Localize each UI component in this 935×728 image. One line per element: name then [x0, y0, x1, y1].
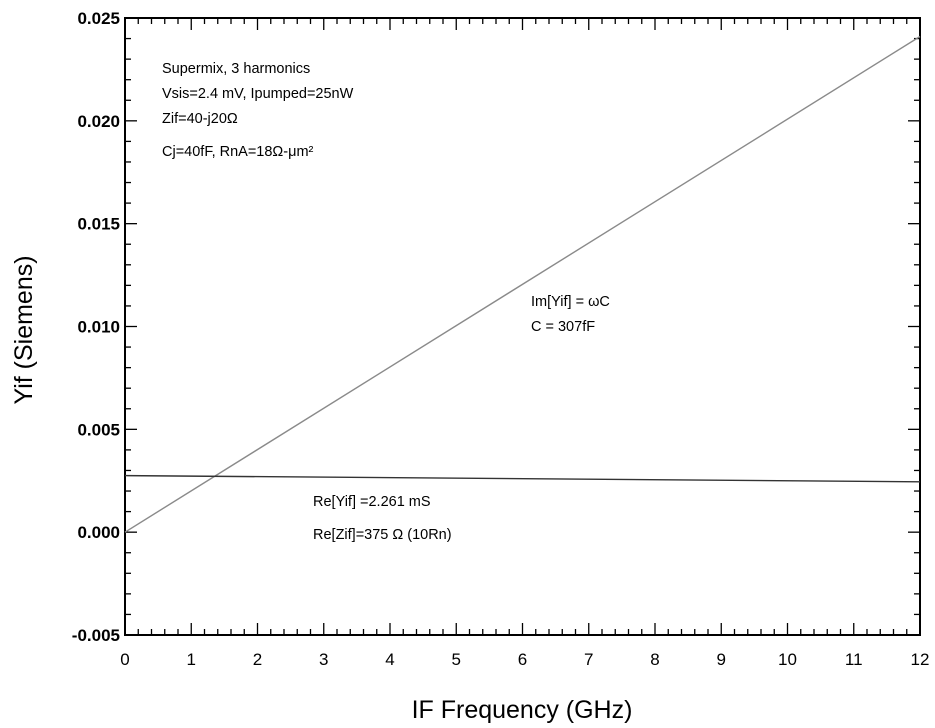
x-tick-label: 6 — [518, 650, 527, 669]
y-tick-label: 0.025 — [77, 9, 120, 28]
x-tick-label: 9 — [717, 650, 726, 669]
axis-tick-labels: 0 1 2 3 4 5 6 7 8 9 10 11 12-0.0050.0000.0050.0100.0… — [72, 9, 930, 669]
info-annotation: Supermix, 3 harmonics Vsis=2.4 mV, Ipump… — [162, 61, 354, 160]
x-tick-label: 7 — [584, 650, 593, 669]
info-line-1: Supermix, 3 harmonics — [162, 61, 310, 77]
x-tick-label: 12 — [911, 650, 930, 669]
x-tick-label: 2 — [253, 650, 262, 669]
axis-ticks — [124, 17, 921, 636]
info-line-4: Cj=40fF, RnA=18Ω-μm² — [162, 144, 314, 160]
im-annotation-line-2: C = 307fF — [531, 319, 595, 335]
y-tick-label: 0.020 — [77, 112, 120, 131]
y-axis-title: Yif (Siemens) — [10, 255, 38, 404]
info-line-2: Vsis=2.4 mV, Ipumped=25nW — [162, 86, 354, 102]
im-annotation-line-1: Im[Yif] = ωC — [531, 294, 610, 310]
x-tick-label: 1 — [187, 650, 196, 669]
y-tick-label: 0.010 — [77, 318, 120, 337]
series-line-re-yif — [124, 474, 921, 483]
info-line-3: Zif=40-j20Ω — [162, 111, 238, 127]
series-layer — [124, 35, 921, 533]
y-tick-label: 0.000 — [77, 523, 120, 542]
x-axis-title: IF Frequency (GHz) — [412, 696, 633, 724]
y-tick-label: 0.015 — [77, 215, 120, 234]
re-annotation-line-1: Re[Yif] =2.261 mS — [313, 494, 431, 510]
x-tick-label: 8 — [650, 650, 659, 669]
re-annotation: Re[Yif] =2.261 mS Re[Zif]=375 Ω (10Rn) — [313, 494, 452, 543]
im-annotation: Im[Yif] = ωC C = 307fF — [531, 294, 610, 335]
re-annotation-line-2: Re[Zif]=375 Ω (10Rn) — [313, 527, 452, 543]
x-tick-label: 3 — [319, 650, 328, 669]
y-tick-label: 0.005 — [77, 420, 120, 439]
series-line-im-yif — [124, 35, 921, 533]
x-tick-label: 5 — [452, 650, 461, 669]
x-tick-label: 0 — [120, 650, 129, 669]
x-tick-label: 4 — [385, 650, 394, 669]
y-tick-label: -0.005 — [72, 626, 120, 645]
x-tick-label: 11 — [845, 650, 863, 669]
x-tick-label: 10 — [778, 650, 797, 669]
